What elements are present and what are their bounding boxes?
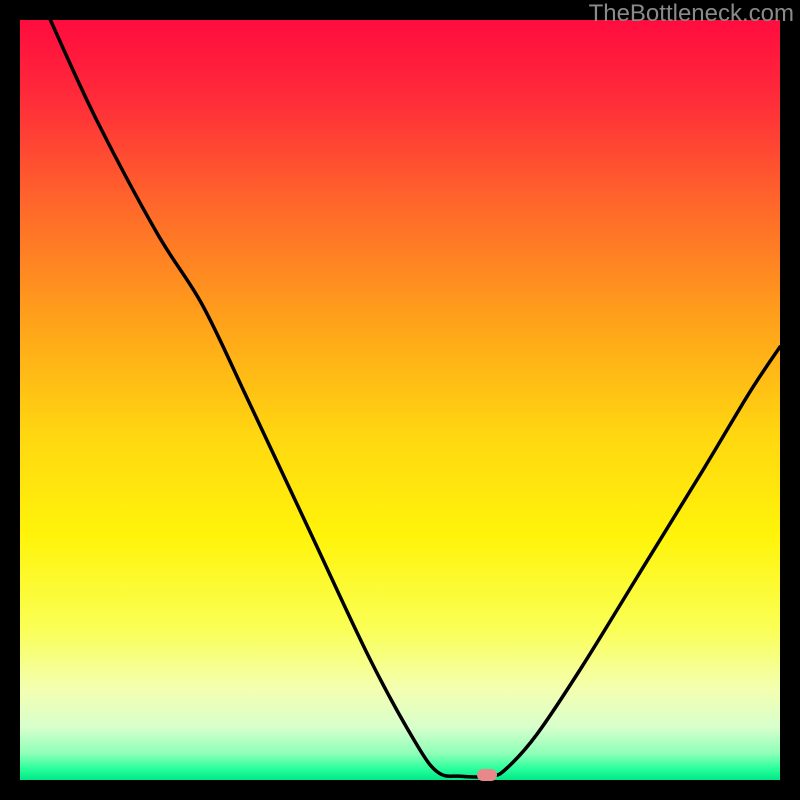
plot-area	[20, 20, 780, 780]
chart-container: TheBottleneck.com	[0, 0, 800, 800]
watermark-text: TheBottleneck.com	[589, 0, 794, 28]
curve-line	[20, 20, 780, 780]
optimum-marker	[477, 769, 497, 781]
